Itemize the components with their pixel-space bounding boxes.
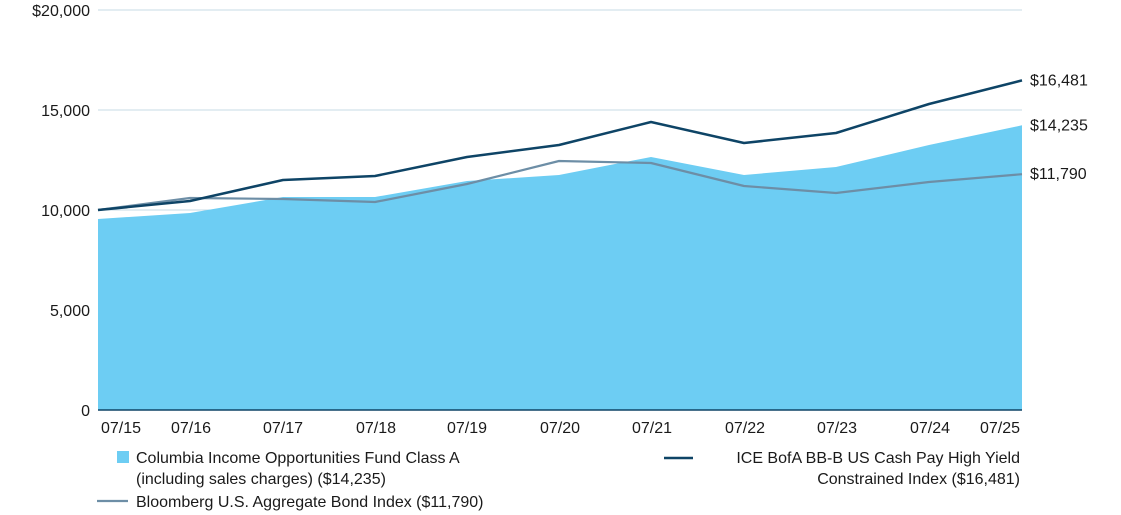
x-tick-label: 07/24 xyxy=(910,420,950,437)
x-tick-label: 07/17 xyxy=(263,420,303,437)
series-end-label: $11,790 xyxy=(1030,166,1087,183)
legend-label-fund: Columbia Income Opportunities Fund Class… xyxy=(136,450,460,467)
x-tick-label: 07/18 xyxy=(356,420,396,437)
x-tick-label: 07/20 xyxy=(540,420,580,437)
axes: 0 5,000 10,000 15,000 $20,000 07/15 07/16 07/17… xyxy=(32,3,1022,437)
legend-label-aggregate: Bloomberg U.S. Aggregate Bond Index ($11… xyxy=(136,494,483,511)
line-series-layer xyxy=(97,79,1023,212)
legend-label-fund: (including sales charges) ($14,235) xyxy=(136,471,386,488)
area-series-layer xyxy=(97,125,1023,411)
series-end-label: $14,235 xyxy=(1030,117,1088,134)
y-tick-label: 10,000 xyxy=(41,203,90,220)
legend-swatch-fund xyxy=(117,451,129,463)
x-tick-label: 07/21 xyxy=(632,420,672,437)
x-tick-label: 07/15 xyxy=(101,420,141,437)
x-tick-label: 07/22 xyxy=(725,420,765,437)
end-labels: $14,235 $16,481 $11,790 xyxy=(1030,72,1088,183)
fund-area-series xyxy=(98,125,1022,411)
series-end-label: $16,481 xyxy=(1030,72,1088,89)
x-tick-label: 07/23 xyxy=(817,420,857,437)
y-tick-label: 15,000 xyxy=(41,103,90,120)
x-tick-label: 07/19 xyxy=(447,420,487,437)
legend-label-ice: Constrained Index ($16,481) xyxy=(817,471,1020,488)
y-tick-label: 5,000 xyxy=(50,303,90,320)
legend-label-ice: ICE BofA BB-B US Cash Pay High Yield xyxy=(736,450,1020,467)
x-tick-label: 07/25 xyxy=(980,420,1020,437)
x-tick-label: 07/16 xyxy=(171,420,211,437)
y-tick-label: $20,000 xyxy=(32,3,90,20)
y-tick-label: 0 xyxy=(81,403,90,420)
legend: Columbia Income Opportunities Fund Class… xyxy=(97,450,1020,511)
